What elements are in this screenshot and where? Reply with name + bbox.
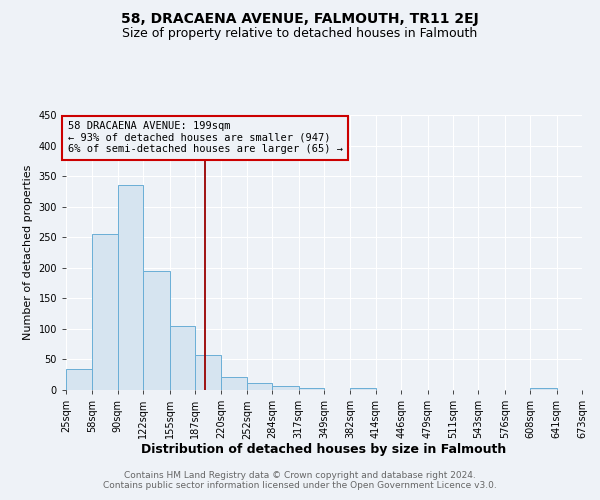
- Bar: [221, 377, 247, 390]
- Bar: [530, 388, 557, 390]
- Y-axis label: Number of detached properties: Number of detached properties: [23, 165, 33, 340]
- Bar: [272, 386, 299, 390]
- Bar: [247, 384, 272, 390]
- Bar: [350, 388, 376, 390]
- Text: 58, DRACAENA AVENUE, FALMOUTH, TR11 2EJ: 58, DRACAENA AVENUE, FALMOUTH, TR11 2EJ: [121, 12, 479, 26]
- Text: Size of property relative to detached houses in Falmouth: Size of property relative to detached ho…: [122, 28, 478, 40]
- Bar: [299, 388, 324, 390]
- Bar: [195, 355, 221, 390]
- Text: Distribution of detached houses by size in Falmouth: Distribution of detached houses by size …: [142, 442, 506, 456]
- Bar: [118, 186, 143, 390]
- Bar: [66, 368, 92, 390]
- Bar: [170, 326, 195, 390]
- Bar: [92, 234, 118, 390]
- Text: 58 DRACAENA AVENUE: 199sqm
← 93% of detached houses are smaller (947)
6% of semi: 58 DRACAENA AVENUE: 199sqm ← 93% of deta…: [68, 121, 343, 154]
- Bar: [143, 271, 170, 390]
- Text: Contains HM Land Registry data © Crown copyright and database right 2024.
Contai: Contains HM Land Registry data © Crown c…: [103, 470, 497, 490]
